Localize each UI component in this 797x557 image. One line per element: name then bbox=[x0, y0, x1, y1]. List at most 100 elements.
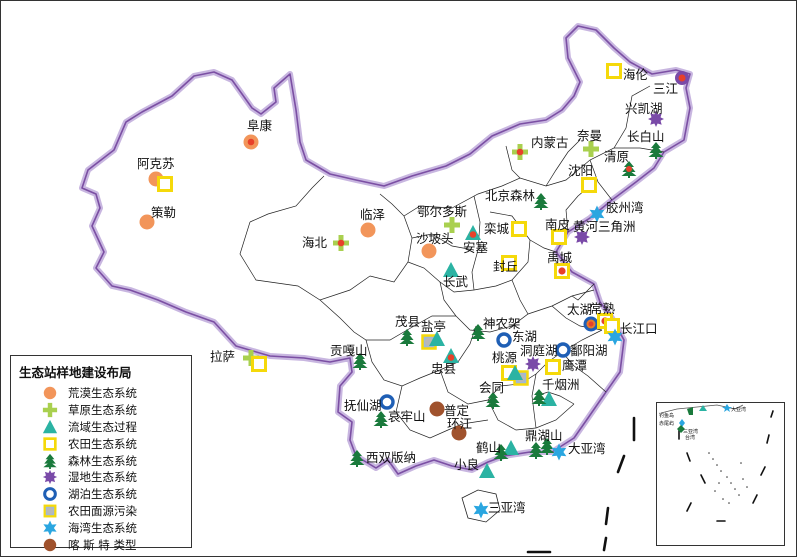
label-dinghushan: 鼎湖山 bbox=[525, 428, 563, 443]
label-huanjiang: 环江 bbox=[447, 416, 472, 431]
label-neimenggu: 内蒙古 bbox=[531, 135, 569, 150]
legend-label: 森林生态系统 bbox=[68, 453, 137, 468]
legend-label: 农田面源污染 bbox=[68, 503, 137, 518]
legend-label: 荒漠生态系统 bbox=[68, 386, 137, 401]
ansai-marker bbox=[465, 225, 481, 240]
legend-row-karst: 喀 斯 特 类型 bbox=[19, 536, 191, 553]
label-changjiangkou: 长江口 bbox=[620, 321, 658, 336]
label-luancheng: 栾城 bbox=[484, 221, 510, 236]
label-xishuangbanna: 西双版纳 bbox=[366, 450, 416, 465]
lasa-farm-marker bbox=[251, 356, 267, 372]
legend-panel: 生态站样地建设布局 荒漠生态系统 草原生态系统 流域生态过程 农田生态系统 森林… bbox=[10, 355, 192, 552]
inset-map: 钓鱼岛 赤尾屿 台湾 大亚湾 三亚湾 bbox=[659, 404, 774, 522]
legend-row-pollution: 农田面源污染 bbox=[19, 503, 191, 520]
label-xingkaihu: 兴凯湖 bbox=[625, 101, 663, 116]
label-yucheng: 禹城 bbox=[547, 250, 573, 265]
pollution-square-icon bbox=[43, 504, 57, 518]
dongtinghu-marker bbox=[525, 356, 541, 372]
label-ailaoshan: 哀牢山 bbox=[388, 409, 426, 424]
label-naiman: 奈曼 bbox=[577, 128, 602, 143]
label-linze: 临泽 bbox=[360, 207, 385, 222]
farmland-square-icon bbox=[43, 437, 57, 451]
label-sanjiang: 三江 bbox=[653, 81, 678, 96]
shenyang-marker bbox=[581, 177, 597, 193]
station-labels: 阜康 阿克苏 策勒 临泽 海北 鄂尔多斯 沙坡头 安塞 长武 拉萨 贡嘎山 茂县… bbox=[137, 67, 678, 515]
label-zhongxian: 忠县 bbox=[431, 361, 456, 376]
label-fengqiu: 封丘 bbox=[493, 259, 518, 274]
label-fuxianhu: 抚仙湖 bbox=[344, 398, 382, 413]
label-xiaoliang: 小良 bbox=[454, 457, 479, 472]
desert-circle-icon bbox=[43, 387, 57, 400]
inset-label: 台湾 bbox=[685, 434, 695, 441]
watershed-triangle-icon bbox=[42, 419, 58, 434]
label-gonggashan: 贡嘎山 bbox=[330, 343, 368, 358]
legend-row-watershed: 流域生态过程 bbox=[19, 419, 191, 436]
inset-label: 钓鱼岛 bbox=[659, 412, 674, 419]
lake-ring-icon bbox=[43, 487, 57, 502]
label-huitong: 会同 bbox=[479, 380, 504, 395]
label-cele: 策勒 bbox=[151, 205, 176, 220]
legend-row-farmland: 农田生态系统 bbox=[19, 435, 191, 452]
label-hailun: 海伦 bbox=[623, 67, 649, 82]
inset-label: 三亚湾 bbox=[683, 428, 698, 435]
forest-tree-icon bbox=[43, 453, 57, 469]
label-dayawan: 大亚湾 bbox=[568, 441, 606, 456]
label-dongtinghu: 洞庭湖 bbox=[520, 343, 558, 358]
label-qianyanzhou: 千烟洲 bbox=[542, 377, 580, 392]
label-akesu: 阿克苏 bbox=[137, 156, 175, 171]
label-maoxian: 茂县 bbox=[395, 314, 420, 329]
label-taihu: 太湖 bbox=[567, 302, 592, 317]
legend-label: 湿地生态系统 bbox=[68, 470, 137, 485]
south-sea-dashes bbox=[526, 416, 636, 554]
legend-row-desert: 荒漠生态系统 bbox=[19, 385, 191, 402]
legend-row-grassland: 草原生态系统 bbox=[19, 402, 191, 419]
south-china-sea-inset: 钓鱼岛 赤尾屿 台湾 大亚湾 三亚湾 bbox=[656, 402, 785, 546]
karst-circle-icon bbox=[43, 538, 57, 551]
fuxianhu-marker bbox=[379, 394, 395, 410]
legend-label: 海湾生态系统 bbox=[68, 520, 137, 535]
label-puding: 普定 bbox=[444, 403, 469, 418]
hailun-marker bbox=[606, 63, 622, 79]
provincial-borders bbox=[239, 85, 665, 439]
label-sanyawan: 三亚湾 bbox=[488, 500, 526, 515]
changbaishan-marker bbox=[648, 142, 664, 159]
beijing-forest-marker bbox=[533, 193, 549, 210]
haibei-marker bbox=[333, 235, 349, 251]
legend-row-bay: 海湾生态系统 bbox=[19, 519, 191, 536]
legend-row-lake: 湖泊生态系统 bbox=[19, 486, 191, 503]
label-shennongjia: 神农架 bbox=[483, 316, 521, 331]
yingtan-marker bbox=[545, 359, 561, 375]
label-lasa: 拉萨 bbox=[210, 349, 235, 364]
yucheng-marker bbox=[554, 263, 570, 279]
label-taoyuan: 桃源 bbox=[492, 350, 518, 365]
label-changwu: 长武 bbox=[443, 274, 469, 289]
fukang-marker bbox=[243, 134, 259, 150]
label-fukang: 阜康 bbox=[247, 118, 273, 133]
label-haibei: 海北 bbox=[302, 235, 328, 250]
label-nanpi: 南皮 bbox=[545, 217, 570, 232]
linze-marker bbox=[360, 222, 376, 238]
label-shapotou: 沙坡头 bbox=[416, 231, 454, 246]
luancheng-marker bbox=[511, 221, 527, 237]
label-erdos: 鄂尔多斯 bbox=[417, 204, 467, 219]
hainan-island bbox=[461, 489, 501, 523]
label-shenyang: 沈阳 bbox=[568, 163, 593, 178]
inset-label: 赤尾屿 bbox=[659, 420, 674, 427]
legend-row-forest: 森林生态系统 bbox=[19, 452, 191, 469]
label-changshu: 常熟 bbox=[590, 301, 616, 316]
nanpi-marker bbox=[551, 229, 567, 245]
label-yingtan: 鹰潭 bbox=[562, 358, 587, 373]
naiman-marker bbox=[583, 141, 599, 157]
maoxian-marker bbox=[399, 329, 415, 346]
label-donghu: 东湖 bbox=[512, 329, 537, 344]
taihu-marker bbox=[583, 316, 599, 332]
legend-label: 流域生态过程 bbox=[68, 419, 137, 434]
changshu-farm2-marker bbox=[604, 318, 620, 334]
label-heshan: 鹤山 bbox=[476, 440, 501, 455]
poyanghu-marker bbox=[555, 342, 571, 358]
legend-label: 农田生态系统 bbox=[68, 436, 137, 451]
ailaoshan-marker bbox=[373, 411, 389, 428]
neimenggu-marker bbox=[512, 144, 528, 160]
